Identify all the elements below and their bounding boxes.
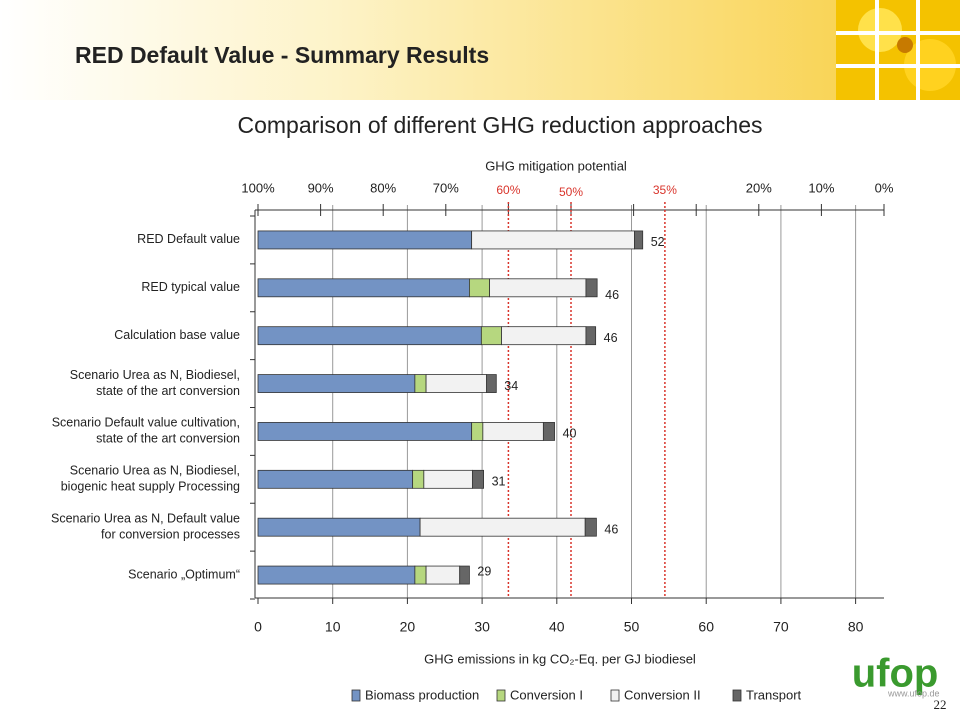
logo: ufop — [852, 652, 939, 696]
bar-segment — [257, 326, 482, 346]
category-label: RED typical value — [141, 280, 240, 294]
threshold-label: 60% — [496, 183, 520, 197]
x-tick-label: 0 — [254, 619, 262, 635]
chart: 0 10 20 30 40 50 60 70 80 100% 90% 80% 70% 20% 10% 0% 60… — [51, 180, 894, 702]
bar-segment — [480, 326, 502, 346]
legend-label: Conversion I — [510, 687, 583, 702]
bar-segment — [412, 469, 425, 489]
x2-axis-label: GHG mitigation potential — [485, 158, 627, 173]
chart-title: Comparison of different GHG reduction ap… — [237, 112, 762, 138]
x-axis-label: GHG emissions in kg CO₂-Eq. per GJ biodi… — [424, 651, 696, 666]
category-label: Scenario „Optimum“ — [128, 567, 240, 581]
total-label: 46 — [605, 288, 619, 302]
total-label: 46 — [604, 331, 618, 345]
legend-swatch — [496, 689, 506, 702]
x2-tick-label: 20% — [746, 180, 772, 195]
x-tick-label: 80 — [848, 619, 864, 635]
bar-segment — [542, 422, 555, 441]
category-label: state of the art conversion — [96, 432, 240, 446]
x-tick-label: 50 — [624, 619, 640, 635]
category-label: for conversion processes — [101, 527, 240, 541]
total-label: 40 — [563, 427, 577, 441]
bar-segment — [471, 422, 484, 441]
legend-label: Conversion II — [624, 687, 701, 702]
bar-segment — [257, 517, 421, 537]
bar-segment — [585, 326, 597, 346]
x2-tick-label: 0% — [875, 180, 894, 195]
category-label: biogenic heat supply Processing — [61, 480, 240, 494]
total-label: 29 — [477, 564, 491, 578]
bar-segment — [471, 469, 484, 489]
x2-tick-label: 100% — [241, 180, 275, 195]
bar-segment — [257, 469, 414, 489]
bar-segment — [486, 374, 497, 393]
total-label: 31 — [492, 475, 506, 489]
category-label: RED Default value — [137, 232, 240, 246]
total-label: 52 — [651, 235, 665, 249]
bar-segment — [419, 517, 586, 537]
bar-segment — [423, 469, 473, 489]
bar-segment — [414, 374, 427, 393]
bar-segment — [489, 278, 587, 298]
x2-tick-label: 70% — [433, 180, 459, 195]
slide-title: RED Default Value - Summary Results — [75, 42, 489, 68]
bar-segment — [257, 422, 473, 441]
bar-segment — [471, 230, 635, 250]
bar-segment — [257, 278, 470, 298]
x2-tick-label: 80% — [370, 180, 396, 195]
category-label: state of the art conversion — [96, 384, 240, 398]
legend-swatch — [732, 689, 742, 702]
category-label: Scenario Default value cultivation, — [52, 416, 240, 430]
bar-segment — [501, 326, 587, 346]
bar-segment — [584, 517, 597, 537]
x-tick-label: 10 — [325, 619, 341, 635]
category-label: Scenario Urea as N, Biodiesel, — [70, 368, 240, 382]
page-number: 22 — [934, 697, 947, 712]
bar-segment — [482, 422, 544, 441]
x-tick-label: 20 — [400, 619, 416, 635]
bar-segment — [425, 565, 461, 585]
x-tick-label: 60 — [698, 619, 714, 635]
bar-segment — [469, 278, 490, 298]
bar-segment — [634, 230, 644, 250]
bar-segment — [425, 374, 487, 393]
legend-swatch — [610, 689, 620, 702]
x-tick-label: 70 — [773, 619, 789, 635]
header-image — [836, 0, 960, 100]
threshold-label: 35% — [653, 183, 677, 197]
total-label: 34 — [504, 379, 518, 393]
url: www.ufop.de — [887, 688, 940, 698]
legend-label: Biomass production — [365, 687, 479, 702]
bar-segment — [459, 565, 470, 585]
bar-segment — [257, 565, 416, 585]
bar-segment — [414, 565, 427, 585]
bar-segment — [257, 230, 473, 250]
total-label: 46 — [604, 522, 618, 536]
header-band — [0, 0, 960, 100]
bar-segment — [257, 374, 416, 393]
x2-tick-label: 90% — [308, 180, 334, 195]
bar-segment — [585, 278, 598, 298]
x-tick-label: 40 — [549, 619, 565, 635]
category-label: Scenario Urea as N, Default value — [51, 511, 240, 525]
legend-swatch — [351, 689, 361, 702]
category-label: Calculation base value — [114, 328, 240, 342]
x-tick-label: 30 — [474, 619, 490, 635]
legend-label: Transport — [746, 687, 802, 702]
threshold-label: 50% — [559, 185, 583, 199]
x2-tick-label: 10% — [808, 180, 834, 195]
category-label: Scenario Urea as N, Biodiesel, — [70, 464, 240, 478]
